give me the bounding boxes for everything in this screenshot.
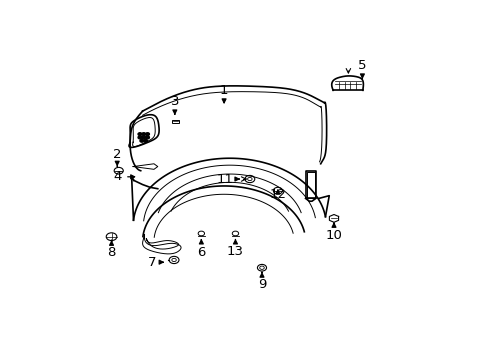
Text: 5: 5: [357, 59, 366, 78]
Circle shape: [142, 133, 145, 135]
Text: 3: 3: [170, 95, 179, 114]
Circle shape: [138, 133, 142, 135]
Circle shape: [145, 133, 149, 135]
Text: 7: 7: [147, 256, 163, 269]
Circle shape: [143, 139, 147, 142]
Text: 4: 4: [114, 170, 134, 183]
Text: 12: 12: [269, 188, 286, 201]
Text: 6: 6: [197, 240, 205, 259]
Text: 8: 8: [107, 240, 116, 259]
Text: 13: 13: [226, 239, 244, 258]
Circle shape: [145, 136, 149, 139]
Text: 1: 1: [220, 84, 228, 103]
Text: 9: 9: [257, 272, 265, 291]
Text: 11: 11: [216, 172, 239, 185]
Circle shape: [138, 136, 142, 139]
Circle shape: [140, 139, 143, 142]
Bar: [172, 120, 179, 123]
Text: 10: 10: [325, 223, 342, 242]
Text: 2: 2: [113, 148, 121, 166]
Circle shape: [142, 136, 145, 139]
